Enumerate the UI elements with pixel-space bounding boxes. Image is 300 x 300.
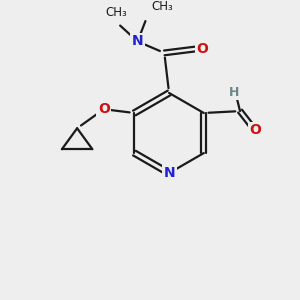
Text: N: N [132, 34, 143, 48]
Text: O: O [98, 102, 110, 116]
Text: O: O [196, 42, 208, 56]
Text: CH₃: CH₃ [106, 5, 128, 19]
Text: O: O [249, 123, 261, 137]
Text: CH₃: CH₃ [151, 0, 173, 13]
Text: N: N [163, 166, 175, 180]
Text: H: H [229, 85, 239, 98]
